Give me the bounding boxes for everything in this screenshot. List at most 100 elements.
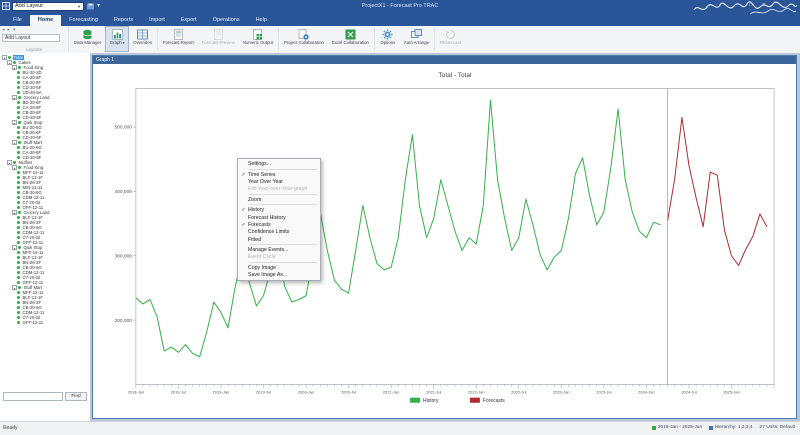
tree-leaf[interactable]: MFF-12-11 [1,290,90,295]
collapse-icon[interactable] [12,210,17,215]
chevron-down-icon[interactable]: ▼ [77,3,81,9]
tree-leaf[interactable]: BN-20-2F [1,180,90,185]
tab-operations[interactable]: Operations [212,17,240,23]
tree-leaf[interactable]: CDM-12-11 [1,270,90,275]
tree-leaf[interactable]: OFF-12-11 [1,280,90,285]
tab-help[interactable]: Help [255,17,267,23]
collapse-icon[interactable] [2,55,7,60]
tree-leaf[interactable]: UD-20-6A [1,90,90,95]
graph-window-titlebar[interactable]: Graph 1 [93,56,796,64]
tab-home[interactable]: Home [29,15,62,26]
tree-node[interactable]: Grocery Land [1,210,90,215]
tab-file[interactable]: File [13,17,22,23]
tree-leaf[interactable]: BLF-12-1F [1,295,90,300]
tree-leaf[interactable]: BD-20-6F [1,100,90,105]
tree-leaf[interactable]: CA-20-8F [1,150,90,155]
tree-leaf[interactable]: CB-20-6G [1,265,90,270]
tree-leaf[interactable]: MIN-12-11 [1,185,90,190]
collapse-icon[interactable] [12,165,17,170]
collapse-icon[interactable] [12,65,17,70]
menu-item-settings[interactable]: Settings... [239,161,319,168]
tree-node[interactable]: Cakes [1,60,90,65]
tree-leaf[interactable]: BLF-12-1F [1,175,90,180]
tree-node[interactable]: Stuff Mart [1,285,90,290]
tab-export[interactable]: Export [180,17,197,23]
tree-leaf[interactable]: CA-20-6F [1,75,90,80]
chart-area[interactable]: Total - Total 200,000 300,000 400,000 500,00… [93,64,796,418]
layout-prev-icon[interactable]: ◂ [2,27,5,33]
layout-name-input[interactable]: Add Layout [2,34,60,42]
numeric-output-button[interactable]: Numeric Output [239,26,277,52]
tree-leaf[interactable]: CD-20-6F [1,85,90,90]
layout-menu-icon[interactable]: ▾ [13,27,16,33]
tree-node[interactable]: Food King [1,65,90,70]
collapse-icon[interactable] [12,95,17,100]
menu-item-history[interactable]: ✓ History [239,206,319,213]
tree-node[interactable]: Quik Stop [1,120,90,125]
tree-leaf[interactable]: BU-20-6G [1,145,90,150]
graph-button[interactable]: Graph ▾ [105,26,130,52]
tab-forecasting[interactable]: Forecasting [69,17,98,23]
data-manager-button[interactable]: Data Manager [70,26,105,52]
tree-leaf[interactable]: CDM-12-11 [1,310,90,315]
collapse-icon[interactable] [12,140,17,145]
auto-arrange-button[interactable]: Auto Arrange [400,26,433,52]
layout-next-icon[interactable]: ▸ [7,27,11,33]
tree-leaf[interactable]: BN-20-2F [1,260,90,265]
menu-item-forecasts[interactable]: ✓ Forecasts [239,221,319,228]
tree-leaf[interactable]: C7-20-02 [1,315,90,320]
menu-item-save-image-as[interactable]: Save Image As... [239,272,319,279]
menu-item-fitted[interactable]: Fitted [239,236,319,243]
tab-reports[interactable]: Reports [113,17,134,23]
tree-node[interactable]: Food King [1,165,90,170]
options-button[interactable]: Options [376,26,400,52]
collapse-icon[interactable] [12,285,17,290]
menu-item-year-over-year[interactable]: Year Over Year [239,178,319,185]
collapse-icon[interactable] [12,245,17,250]
collapse-icon[interactable] [7,160,12,165]
tree-leaf[interactable]: BN-20-2F [1,300,90,305]
tree-leaf[interactable]: BU-20-6G [1,125,90,130]
save-layout-icon[interactable] [86,2,95,11]
tree-node[interactable]: Muffins [1,160,90,165]
tree-leaf[interactable]: CDM-12-11 [1,230,90,235]
project-collaboration-button[interactable]: Project Collaboration [280,26,328,52]
tree-leaf[interactable]: BU-20-2D [1,70,90,75]
forecast-report-button[interactable]: Forecast Report [159,26,198,52]
tree-leaf[interactable]: OFF-12-11 [1,320,90,325]
overrides-button[interactable]: Overrides [129,26,156,52]
tree-leaf[interactable]: OFF-12-11 [1,205,90,210]
tree-leaf[interactable]: C7-20-02 [1,200,90,205]
excel-collaboration-button[interactable]: Excel Collaboration [328,26,373,52]
tree-leaf[interactable]: MFF-12-11 [1,170,90,175]
tree-node[interactable]: Stuff Mart [1,140,90,145]
tree-leaf[interactable]: CB-20-6G [1,305,90,310]
tree-leaf[interactable]: CD-20-8F [1,155,90,160]
tree-leaf[interactable]: CB-20-6G [1,190,90,195]
find-button[interactable]: Find [65,392,87,401]
tree-leaf[interactable]: CA-20-8F [1,105,90,110]
window-controls[interactable]: ─ □ ✕ [736,2,770,8]
tree-leaf[interactable]: CB-20-8F [1,80,90,85]
qat-dropdown-icon[interactable]: ▾ [97,2,101,9]
tree-leaf[interactable]: C7-20-02 [1,275,90,280]
tree-leaf[interactable]: CDM-12-11 [1,195,90,200]
tree-leaf[interactable]: CB-20-6F [1,110,90,115]
tree-node[interactable]: Quik Stop [1,245,90,250]
tree-node[interactable]: Grocery Land [1,95,90,100]
find-input[interactable] [3,392,63,401]
menu-item-zoom[interactable]: Zoom [239,196,319,203]
tab-import[interactable]: Import [149,17,165,23]
menu-item-forecast-history[interactable]: Forecast History [239,214,319,221]
menu-item-copy-image[interactable]: Copy Image [239,264,319,271]
tree-leaf[interactable]: CB-20-6F [1,130,90,135]
collapse-icon[interactable] [7,60,12,65]
tree-leaf[interactable]: BN-20-2F [1,220,90,225]
tree-leaf[interactable]: CD-20-8F [1,115,90,120]
tree-leaf[interactable]: CD-20-6F [1,135,90,140]
tree-leaf[interactable]: MFF-12-11 [1,250,90,255]
tree-leaf[interactable]: C7-20-02 [1,235,90,240]
tree-node[interactable]: Total [1,55,90,60]
tree-leaf[interactable]: BLF-12-1F [1,215,90,220]
menu-item-confidence-limits[interactable]: Confidence Limits [239,229,319,236]
